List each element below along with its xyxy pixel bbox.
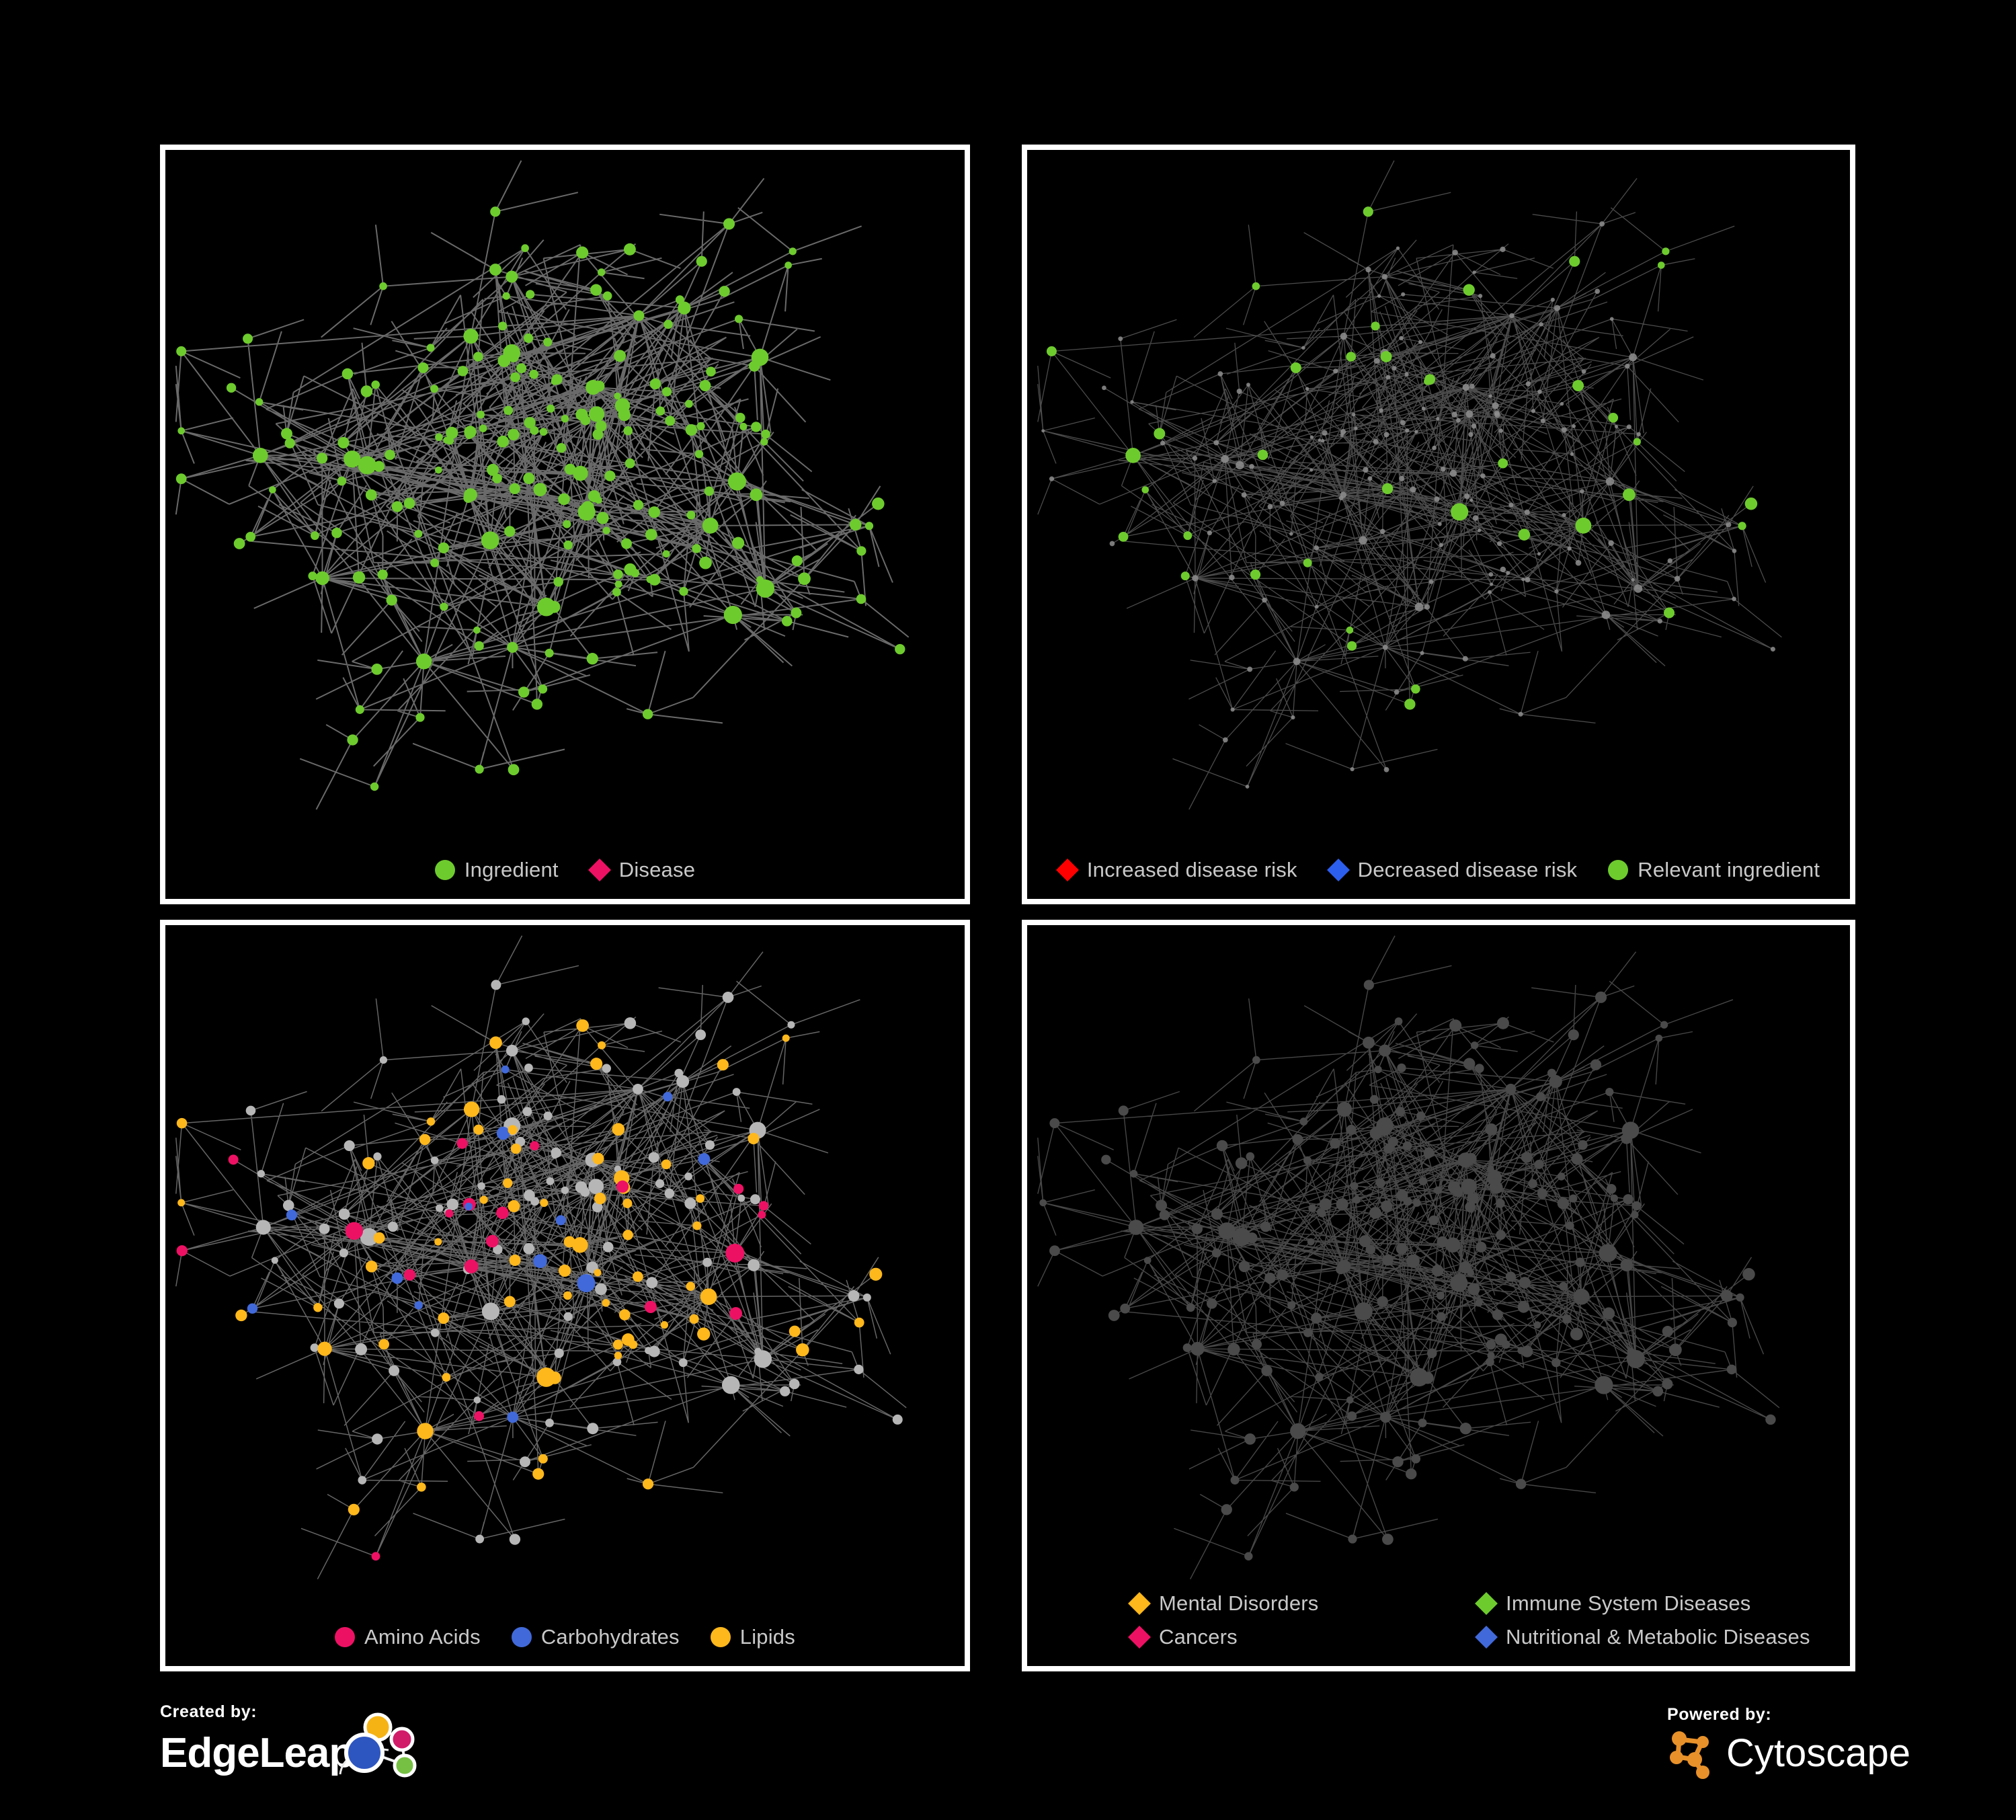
- ingredient-circle-icon: [434, 860, 455, 880]
- network-graph-ingredient-class[interactable]: [165, 925, 965, 1666]
- legend-panel-c: Amino Acids Carbohydrates Lipids: [165, 1626, 965, 1649]
- amino-acids-circle-icon: [335, 1627, 356, 1647]
- decreased-risk-diamond-icon: [1326, 859, 1350, 881]
- legend-label: Nutritional & Metabolic Diseases: [1506, 1625, 1810, 1649]
- legend-label: Amino Acids: [364, 1625, 481, 1649]
- legend-label: Increased disease risk: [1086, 858, 1297, 881]
- network-graph-disease-risk[interactable]: [1027, 150, 1850, 899]
- legend-panel-b: Increased disease risk Decreased disease…: [1027, 859, 1850, 881]
- legend-label: Relevant ingredient: [1638, 858, 1820, 881]
- legend-label: Carbohydrates: [540, 1625, 680, 1649]
- legend-label: Ingredient: [464, 858, 559, 881]
- panel-disease-category-network[interactable]: Mental Disorders Immune System Diseases …: [1022, 920, 1855, 1671]
- legend-label: Mental Disorders: [1159, 1591, 1319, 1615]
- carbohydrates-circle-icon: [511, 1627, 532, 1647]
- legend-label: Decreased disease risk: [1357, 858, 1578, 881]
- lipids-circle-icon: [710, 1627, 731, 1647]
- immune-system-diseases-diamond-icon: [1475, 1592, 1498, 1615]
- edgeleap-network-logo-icon: [339, 1712, 417, 1778]
- legend-label: Lipids: [739, 1625, 795, 1649]
- increased-risk-diamond-icon: [1055, 859, 1079, 881]
- legend-item[interactable]: Immune System Diseases: [1475, 1591, 1796, 1615]
- legend-item[interactable]: Ingredient: [434, 858, 559, 881]
- legend-item[interactable]: Mental Disorders: [1128, 1591, 1449, 1615]
- legend-panel-a: Ingredient Disease: [165, 859, 965, 881]
- mental-disorders-diamond-icon: [1128, 1592, 1151, 1615]
- relevant-ingredient-circle-icon: [1608, 860, 1629, 880]
- cytoscape-wordmark: Cytoscape: [1726, 1731, 1911, 1775]
- panel-disease-risk-network[interactable]: Increased disease risk Decreased disease…: [1022, 145, 1855, 904]
- created-by-edgeleap-branding[interactable]: Created by: EdgeLeap: [160, 1702, 418, 1782]
- network-graph-ingredient-disease[interactable]: [165, 150, 965, 899]
- powered-by-kicker: Powered by:: [1667, 1705, 1772, 1724]
- cancers-diamond-icon: [1128, 1626, 1151, 1649]
- legend-item[interactable]: Cancers: [1128, 1625, 1449, 1649]
- created-by-kicker: Created by:: [160, 1702, 257, 1721]
- network-graph-disease-category[interactable]: [1027, 925, 1850, 1666]
- legend-item[interactable]: Nutritional & Metabolic Diseases: [1475, 1626, 1810, 1649]
- cytoscape-logo-icon: [1670, 1731, 1709, 1779]
- legend-label: Disease: [618, 858, 696, 881]
- edgeleap-wordmark: EdgeLeap: [160, 1730, 354, 1776]
- legend-item[interactable]: Carbohydrates: [511, 1625, 680, 1649]
- legend-panel-d: Mental Disorders Immune System Diseases …: [1027, 1592, 1850, 1649]
- disease-diamond-icon: [588, 859, 611, 881]
- panel-ingredient-class-network[interactable]: Amino Acids Carbohydrates Lipids: [160, 920, 970, 1671]
- legend-item[interactable]: Increased disease risk: [1055, 858, 1297, 881]
- panel-ingredient-disease-network[interactable]: Ingredient Disease: [160, 145, 970, 904]
- legend-item[interactable]: Lipids: [710, 1625, 795, 1649]
- legend-item[interactable]: Disease: [588, 858, 696, 881]
- legend-item[interactable]: Amino Acids: [335, 1626, 481, 1649]
- legend-label: Cancers: [1159, 1625, 1238, 1649]
- figure-footer: Created by: EdgeLeap Powered by:: [0, 1681, 2016, 1820]
- legend-item[interactable]: Decreased disease risk: [1326, 858, 1578, 881]
- nutritional-metabolic-diseases-diamond-icon: [1475, 1626, 1498, 1649]
- powered-by-cytoscape-branding[interactable]: Powered by: Cytoscape: [1667, 1705, 1910, 1780]
- legend-label: Immune System Diseases: [1506, 1591, 1751, 1615]
- legend-item[interactable]: Relevant ingredient: [1608, 859, 1820, 881]
